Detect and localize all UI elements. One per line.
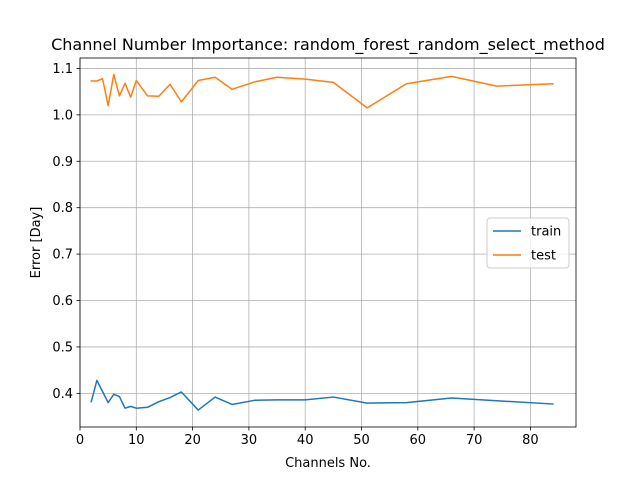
x-tick-label: 0 (76, 433, 84, 448)
y-tick-label: 0.8 (52, 201, 73, 216)
y-axis-label: Error [Day] (29, 207, 44, 279)
x-tick-label: 50 (353, 433, 370, 448)
axis-ticks: 0 10 20 30 40 50 60 70 80 0.4 0.5 0.6 0.7 0.8 0.9 1.0 1.… (52, 62, 538, 448)
x-tick-label: 60 (410, 433, 427, 448)
x-tick-label: 10 (128, 433, 145, 448)
y-tick-label: 1.1 (52, 62, 73, 77)
x-axis-label: Channels No. (285, 456, 371, 471)
x-tick-label: 20 (184, 433, 201, 448)
y-tick-label: 1.0 (52, 108, 73, 123)
plot-frame (79, 57, 577, 428)
series-line-test (90, 73, 554, 109)
x-tick-label: 70 (466, 433, 483, 448)
y-tick-label: 0.7 (52, 248, 73, 263)
y-tick-label: 0.5 (52, 340, 73, 355)
series-lines (90, 73, 554, 411)
x-tick-label: 30 (241, 433, 258, 448)
legend-label-test: test (531, 249, 556, 264)
x-tick-label: 40 (297, 433, 314, 448)
y-tick-label: 0.9 (52, 155, 73, 170)
y-tick-label: 0.6 (52, 294, 73, 309)
y-tick-label: 0.4 (52, 387, 73, 402)
series-line-train (90, 379, 554, 411)
legend-label-train: train (531, 225, 561, 240)
legend: train test (486, 217, 570, 269)
x-tick-label: 80 (522, 433, 539, 448)
grid (79, 58, 576, 427)
chart-title: Channel Number Importance: random_forest… (51, 35, 605, 55)
